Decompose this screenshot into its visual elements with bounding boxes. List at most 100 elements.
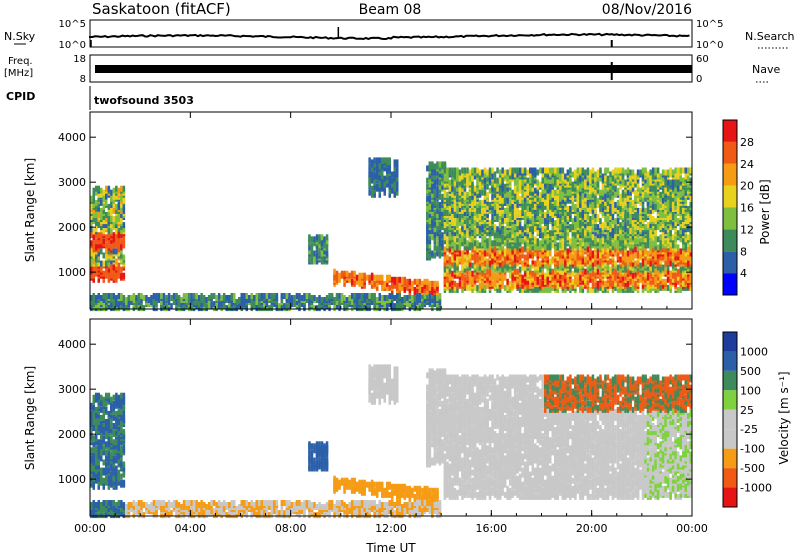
power-cell [320,254,324,261]
power-cell [468,195,472,202]
power-cell [433,252,437,259]
power-cell [348,272,351,279]
power-cell [621,244,625,251]
power-cell [468,242,472,249]
power-cell [107,242,111,249]
power-cell [233,293,236,299]
power-cell [644,254,647,261]
power-cell [353,293,356,299]
power-cell [157,293,161,299]
power-cell [453,189,457,196]
power-cell [120,205,123,212]
power-cell [140,301,143,308]
power-cell [473,262,477,269]
power-cell [561,274,565,281]
power-cell [293,295,296,301]
power-cell [616,224,620,231]
power-cell [536,205,540,212]
power-cell [491,179,494,186]
power-cell [92,216,96,222]
power-cell [285,303,289,310]
power-cell [308,234,311,241]
power-cell [539,191,542,198]
power-cell [135,295,138,301]
power-cell [624,222,627,229]
power-cell [561,175,565,182]
power-cell [105,260,108,267]
power-cell [586,220,590,227]
power-cell [421,301,424,308]
power-cell [589,177,592,184]
power-cell [523,212,527,218]
power-cell [651,167,655,174]
power-cell [566,210,570,216]
power-cell [175,303,178,310]
power-cell [594,187,597,194]
power-cell [416,305,419,312]
power-cell [594,236,597,243]
power-cell [536,179,540,186]
power-cell [323,297,326,303]
power-cell [616,216,620,222]
power-cell [458,187,462,194]
power-cell [546,201,550,208]
power-cell [117,187,121,194]
power-cell [463,183,467,190]
power-cell [431,181,434,188]
power-cell [283,293,286,299]
power-cell [589,286,592,293]
power-cell [491,270,494,277]
power-cell [599,260,602,267]
power-cell [376,305,379,312]
power-cell [355,301,359,308]
cpid-label: CPID [6,90,35,103]
power-cell [611,268,615,275]
power-cell [476,175,479,182]
power-cell [310,295,314,301]
power-cell [441,197,444,204]
power-cell [368,163,371,170]
power-cell [589,254,592,261]
power-cell [561,205,565,212]
power-cell [629,242,632,249]
power-cell [185,293,188,299]
power-cell [110,210,113,216]
power-cell [516,244,519,251]
power-cell [433,301,437,308]
power-cell [343,305,346,312]
power-cell [591,191,595,198]
power-cell [579,173,582,180]
power-cell [451,240,454,247]
power-cell [117,250,121,257]
power-cell [521,187,524,194]
power-cell [100,199,103,206]
power-cell [571,203,575,210]
power-cell [513,242,517,249]
power-cell [493,214,497,220]
power-cell [511,214,514,220]
power-cell [506,197,509,204]
power-cell [446,167,449,174]
power-cell [381,274,384,281]
power-cell [549,266,552,273]
power-cell [481,210,484,216]
power-cell [611,218,615,225]
power-cell [539,252,542,259]
power-cell [544,171,547,178]
power-cell [360,305,364,312]
power-cell [428,195,432,202]
power-cell [441,183,444,190]
power-cell [584,191,587,198]
power-cell [428,189,432,196]
power-cell [614,280,617,287]
power-cell [222,293,226,299]
power-cell [258,293,261,299]
power-cell [556,234,560,241]
power-cell [654,278,657,285]
power-cell [92,197,96,204]
power-cell [536,244,540,251]
power-cell [649,207,652,214]
nave-ticks [89,27,613,80]
power-cell [478,242,482,249]
power-cell [273,301,276,308]
